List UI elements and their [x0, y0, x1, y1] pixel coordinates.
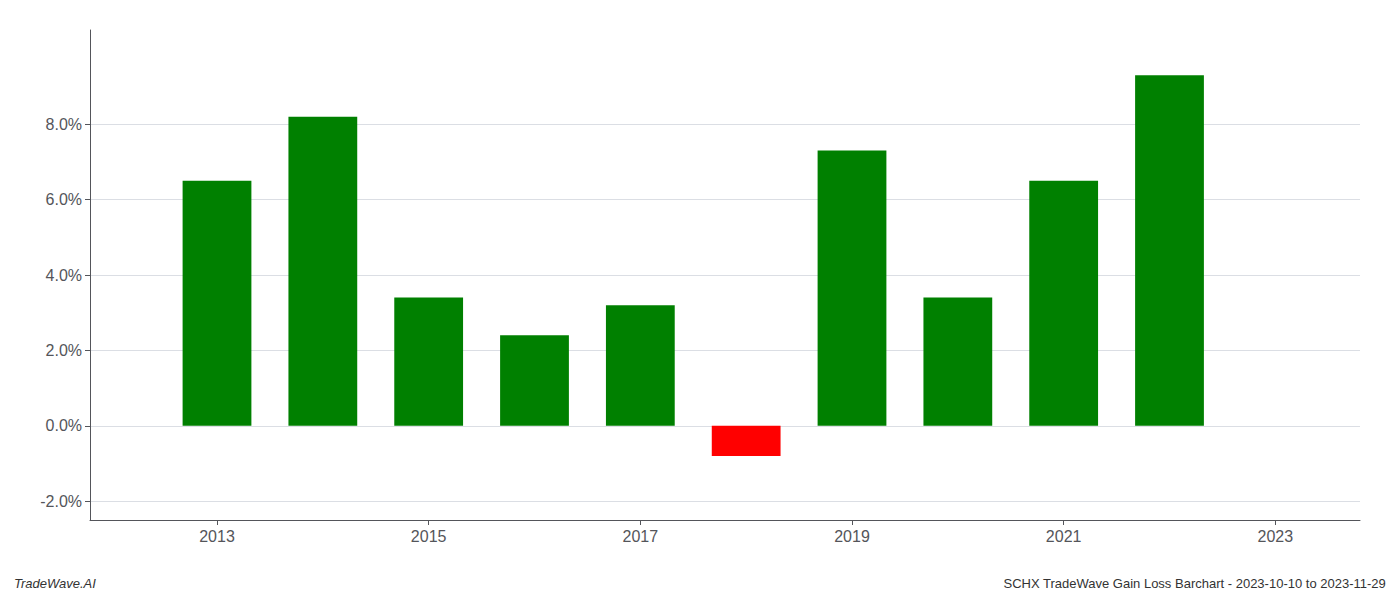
svg-text:2021: 2021 [1046, 528, 1082, 545]
svg-text:4.0%: 4.0% [46, 267, 82, 284]
svg-text:2017: 2017 [623, 528, 659, 545]
svg-text:2015: 2015 [411, 528, 447, 545]
svg-text:TradeWave.AI: TradeWave.AI [14, 576, 96, 591]
svg-text:-2.0%: -2.0% [40, 493, 82, 510]
svg-text:2023: 2023 [1258, 528, 1294, 545]
svg-text:2013: 2013 [199, 528, 235, 545]
svg-text:2019: 2019 [834, 528, 870, 545]
svg-text:SCHX TradeWave Gain Loss Barch: SCHX TradeWave Gain Loss Barchart - 2023… [1004, 576, 1386, 591]
svg-text:0.0%: 0.0% [46, 417, 82, 434]
svg-text:2.0%: 2.0% [46, 342, 82, 359]
svg-text:8.0%: 8.0% [46, 116, 82, 133]
svg-text:6.0%: 6.0% [46, 191, 82, 208]
